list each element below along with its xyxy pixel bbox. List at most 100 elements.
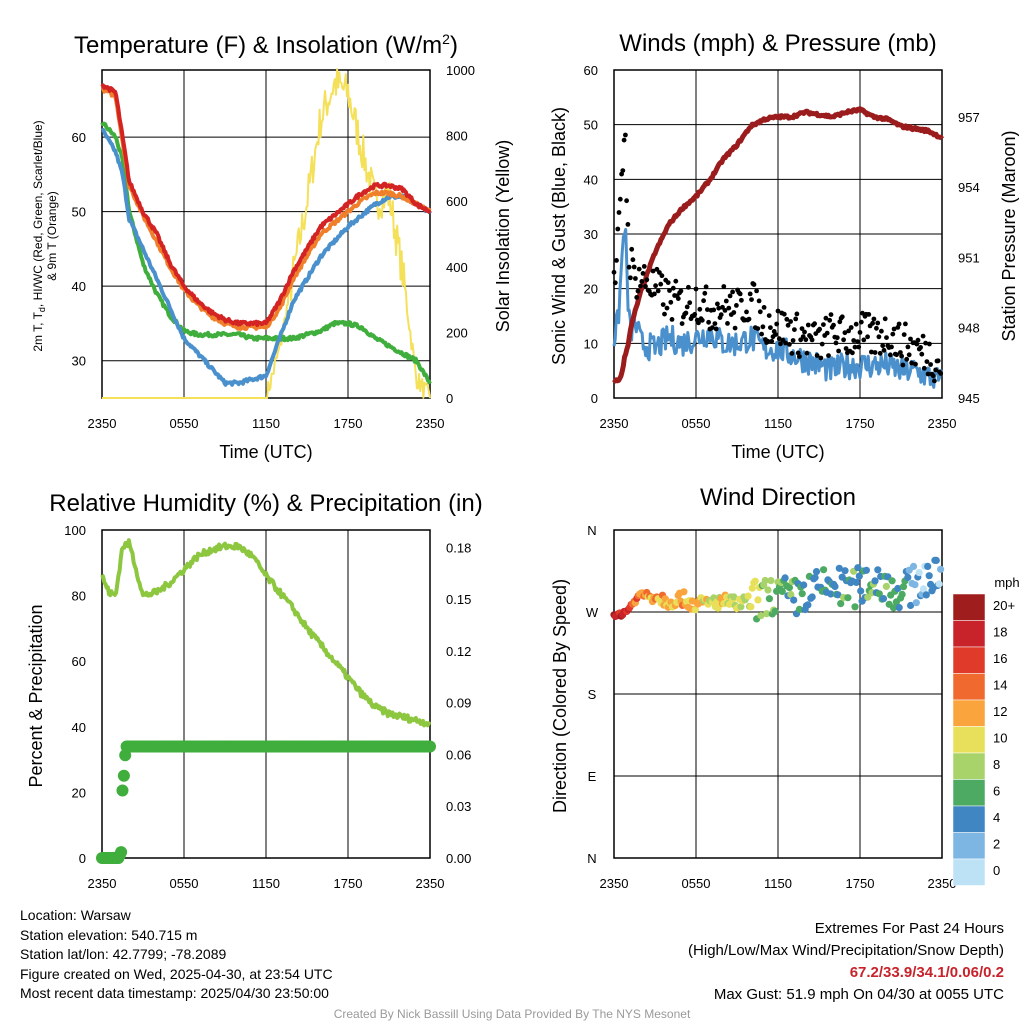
- wind-gust-point: [781, 311, 787, 317]
- dir-x-tick-label: 1750: [846, 876, 875, 891]
- wind-gust-point: [925, 371, 931, 377]
- dir-point: [691, 606, 699, 614]
- wind-gust-point: [710, 325, 715, 330]
- wind-gust-point: [737, 291, 743, 297]
- wind-x-tick-label: 2350: [600, 416, 629, 431]
- dir-point: [763, 610, 771, 618]
- wind-series-sonic-wind: [612, 227, 944, 389]
- rh-right-tick-label: 0.18: [446, 540, 471, 555]
- wind-gust-point: [697, 306, 703, 312]
- wind-right-tick-label: 945: [958, 391, 980, 406]
- wind-gust-point: [761, 305, 767, 310]
- temp-y-tick-label: 40: [72, 279, 86, 294]
- wind-gust-point: [712, 321, 718, 326]
- dir-x-tick-label: 0550: [682, 876, 711, 891]
- wind-gust-point: [667, 288, 672, 293]
- wind-gust-point: [882, 316, 888, 322]
- wind-gust-point: [909, 360, 915, 366]
- dir-point: [932, 556, 940, 565]
- wind-gust-point: [693, 286, 699, 292]
- temp-x-axis-label: Time (UTC): [219, 442, 312, 462]
- wind-gust-point: [899, 353, 904, 359]
- dir-point: [820, 566, 828, 574]
- wind-gust-point: [879, 328, 884, 334]
- wind-gust-point: [927, 341, 932, 347]
- wind-gust-point: [755, 326, 761, 331]
- max-gust-text: Max Gust: 51.9 mph On 04/30 at 0055 UTC: [713, 986, 1004, 1003]
- dir-point: [785, 584, 794, 592]
- wind-gust-point: [850, 350, 855, 356]
- dir-point: [781, 574, 789, 582]
- wind-gust-point: [653, 283, 658, 289]
- wind-x-tick-label: 0550: [682, 416, 711, 431]
- dir-point: [730, 593, 738, 601]
- wind-gust-point: [894, 352, 899, 358]
- wind-gust-point: [794, 311, 800, 317]
- wind-gust-point: [814, 353, 820, 358]
- dir-point: [754, 596, 762, 604]
- wind-gust-point: [933, 367, 939, 373]
- wind-gust-point: [615, 226, 621, 232]
- dir-point: [919, 585, 928, 593]
- wind-gust-point: [705, 307, 710, 312]
- wind-gust-point: [624, 198, 629, 204]
- wind-gust-point: [827, 317, 833, 323]
- wind-gust-point: [757, 309, 763, 315]
- wind-gust-point: [915, 337, 921, 343]
- dir-x-tick-label: 2350: [600, 876, 629, 891]
- dir-point: [895, 604, 903, 612]
- dir-point: [714, 604, 722, 612]
- dir-point: [765, 595, 774, 603]
- wind-gust-point: [799, 326, 805, 331]
- dir-point: [904, 573, 912, 582]
- extremes-heading: Extremes For Past 24 Hours: [814, 920, 1004, 937]
- wind-gust-point: [734, 303, 739, 308]
- extremes-panel: Extremes For Past 24 Hours (High/Low/Max…: [688, 918, 1004, 1006]
- wind-gust-point: [876, 334, 882, 340]
- wind-gust-point: [889, 344, 894, 350]
- dir-x-tick-label: 1150: [764, 876, 792, 891]
- wind-gust-point: [650, 268, 656, 274]
- dir-legend-swatch: [952, 779, 986, 807]
- wind-gust-point: [869, 349, 874, 355]
- rh-x-tick-label: 2350: [416, 876, 445, 891]
- wind-gust-point: [620, 168, 626, 174]
- dir-legend-swatch: [952, 726, 986, 754]
- wind-gust-point: [866, 312, 872, 317]
- rh-x-tick-label: 2350: [88, 876, 117, 891]
- wind-gust-point: [919, 351, 925, 357]
- dir-point: [804, 601, 812, 609]
- dir-point: [831, 582, 839, 591]
- wind-right-tick-label: 954: [958, 180, 980, 195]
- dir-point: [875, 590, 883, 598]
- rh-precip-point: [116, 784, 129, 797]
- wind-gust-point: [874, 325, 879, 331]
- wind-y-tick-label: 0: [591, 391, 598, 406]
- wind-gust-point: [644, 277, 650, 283]
- wind-gust-point: [804, 350, 810, 356]
- wind-y-tick-label: 30: [584, 227, 598, 242]
- temp-y-axis-label: 2m T, Td, HI/WC (Red, Green, Scarlet/Blu…: [31, 120, 47, 351]
- dir-point: [811, 574, 819, 582]
- dir-point: [899, 583, 908, 591]
- wind-gust-point: [679, 321, 685, 326]
- wind-gust-point: [633, 276, 638, 281]
- wind-gust-point: [790, 338, 796, 343]
- wind-gust-point: [856, 344, 862, 350]
- temp-y-tick-label: 60: [72, 130, 86, 145]
- wind-gust-point: [636, 266, 642, 272]
- dir-legend-swatch: [952, 805, 986, 833]
- dir-legend-label: 14: [993, 678, 1007, 693]
- wind-gust-point: [903, 321, 908, 327]
- wind-gust-point: [756, 298, 762, 304]
- rh-right-tick-label: 0.09: [446, 696, 471, 711]
- wind-gust-point: [678, 288, 684, 294]
- dir-legend-swatch: [952, 593, 986, 621]
- wind-gust-point: [896, 321, 902, 327]
- wind-gust-point: [775, 308, 781, 314]
- dir-y-tick-label: E: [588, 769, 597, 784]
- temp-x-tick-label: 1150: [252, 416, 280, 431]
- dir-legend-swatch: [952, 646, 986, 674]
- temp-right-tick-label: 600: [446, 194, 468, 209]
- dir-point: [771, 607, 779, 616]
